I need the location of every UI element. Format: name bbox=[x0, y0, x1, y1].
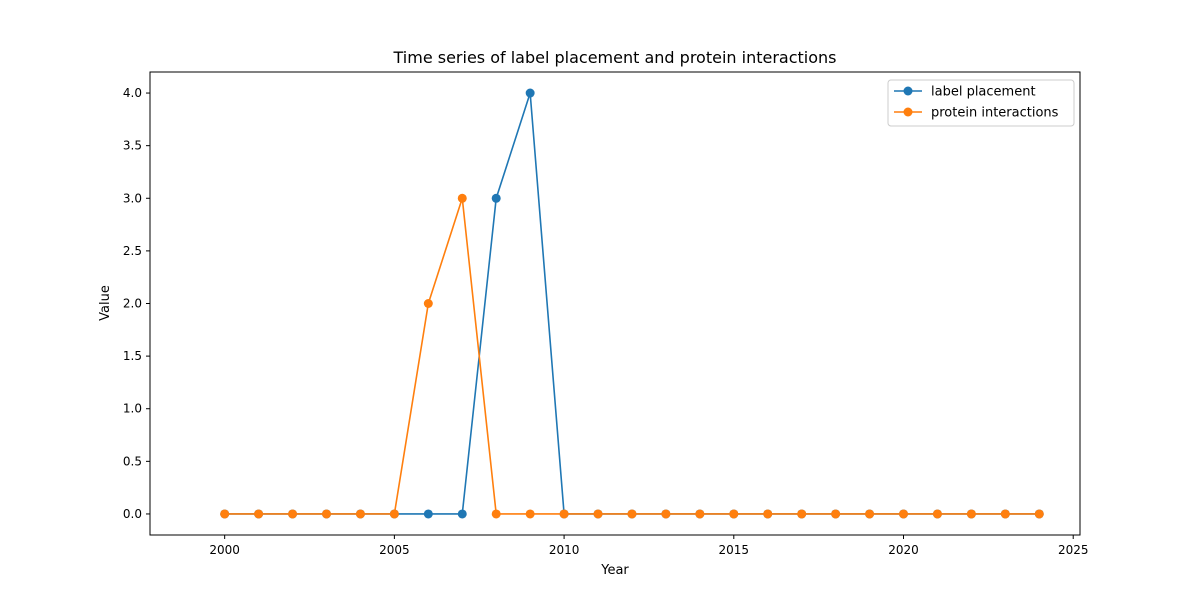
series-2-point bbox=[797, 509, 807, 519]
series-2-point bbox=[1034, 509, 1044, 519]
series-2-point bbox=[423, 299, 433, 308]
series-2-point bbox=[831, 509, 841, 519]
plot-area: 2000 2005 2010 2015 2020 2025 0.0 0.5 1.0 1.5 2.0 2… bbox=[123, 71, 1089, 557]
y-tick-label: 3.0 bbox=[123, 191, 142, 205]
x-tick-label: 2010 bbox=[549, 543, 580, 557]
y-tick-label: 0.5 bbox=[123, 454, 142, 468]
legend-marker-1 bbox=[903, 86, 913, 96]
series-2-point bbox=[389, 509, 399, 519]
series-1-point bbox=[423, 509, 433, 519]
series-2-point bbox=[932, 509, 942, 519]
series-2-point bbox=[627, 509, 637, 519]
series-2-point bbox=[763, 509, 773, 519]
series-2-point bbox=[695, 509, 705, 519]
series-1-point bbox=[457, 509, 467, 519]
series-2-point bbox=[593, 509, 603, 519]
series-2-point bbox=[966, 509, 976, 519]
y-tick-label: 2.0 bbox=[123, 297, 142, 311]
legend-label-2: protein interactions bbox=[931, 106, 1059, 121]
series-1-point bbox=[525, 88, 535, 98]
y-tick-label: 1.5 bbox=[123, 349, 142, 363]
series-2-point bbox=[899, 509, 908, 519]
legend-marker-2 bbox=[903, 107, 913, 117]
series-2-point bbox=[220, 509, 230, 519]
series-2-point bbox=[254, 509, 264, 519]
y-tick-label: 4.0 bbox=[123, 86, 142, 100]
legend-box bbox=[887, 79, 1075, 127]
y-tick-label: 2.5 bbox=[123, 244, 142, 258]
series-2-point bbox=[355, 509, 365, 519]
y-tick-label: 3.5 bbox=[123, 139, 142, 153]
y-tick-label: 0.0 bbox=[123, 507, 142, 521]
series-2-point bbox=[525, 509, 535, 519]
x-tick-label: 2025 bbox=[1058, 543, 1089, 557]
chart-title: Time series of label placement and prote… bbox=[393, 48, 837, 67]
legend-label-1: label placement bbox=[931, 85, 1036, 100]
series-2-point bbox=[661, 509, 671, 519]
x-tick-label: 2005 bbox=[379, 543, 410, 557]
series-2-point bbox=[491, 509, 501, 519]
x-tick-label: 2000 bbox=[209, 543, 240, 557]
series-2-point bbox=[457, 193, 467, 203]
series-2-point bbox=[322, 509, 331, 519]
x-tick-label: 2020 bbox=[888, 543, 919, 557]
series-2-point bbox=[1000, 509, 1010, 519]
series-2-point bbox=[865, 509, 875, 519]
series-2-point bbox=[559, 509, 569, 519]
series-2-point bbox=[288, 509, 298, 519]
legend: label placement protein interactions bbox=[887, 79, 1075, 127]
x-axis-label: Year bbox=[600, 563, 629, 578]
series-2-point bbox=[729, 509, 739, 519]
series-1-point bbox=[491, 193, 501, 203]
x-tick-label: 2015 bbox=[719, 543, 750, 557]
y-tick-label: 1.0 bbox=[123, 402, 142, 416]
y-axis-label: Value bbox=[98, 285, 113, 321]
